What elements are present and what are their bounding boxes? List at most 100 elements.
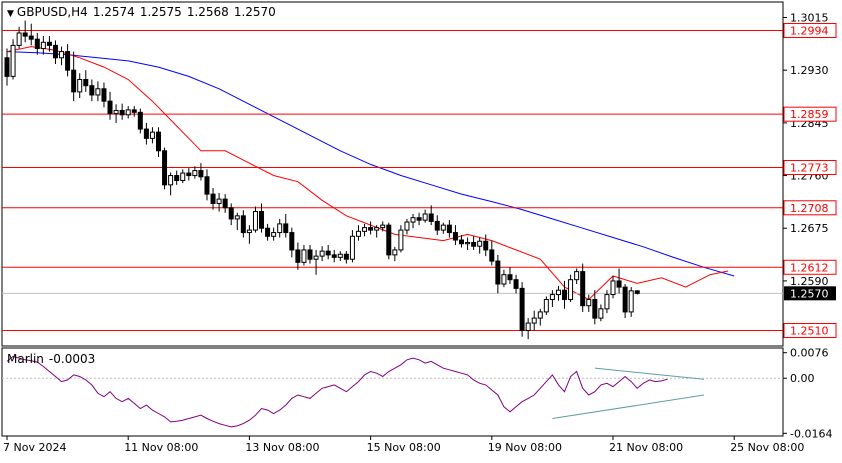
divergence-line: [552, 394, 704, 420]
candle: [404, 218, 410, 235]
candle: [440, 222, 446, 234]
candle: [337, 251, 343, 262]
bearish-candle-body: [28, 35, 34, 40]
bullish-candle-body: [301, 249, 307, 263]
bearish-candle-body: [46, 41, 52, 46]
bearish-candle-body: [174, 175, 180, 182]
candle: [477, 237, 483, 254]
bearish-candle-body: [295, 249, 301, 263]
indicator-value: -0.0003: [48, 352, 96, 366]
candle: [149, 127, 155, 144]
bullish-candle-body: [598, 308, 604, 319]
bullish-candle-body: [216, 198, 222, 204]
candle: [446, 220, 452, 238]
candle: [10, 39, 16, 80]
time-tick-label: 15 Nov 08:00: [367, 441, 441, 454]
candle: [295, 242, 301, 270]
candle: [186, 168, 192, 181]
bearish-candle-body: [471, 241, 477, 247]
bearish-candle-body: [240, 215, 246, 234]
bullish-candle-body: [16, 32, 22, 46]
bullish-candle-body: [555, 289, 561, 296]
bearish-candle-body: [83, 78, 89, 87]
candle: [634, 290, 640, 295]
bullish-candle-body: [180, 172, 186, 182]
bearish-candle-body: [489, 249, 495, 262]
candle: [531, 310, 537, 331]
bearish-candle-body: [259, 210, 265, 229]
candle: [246, 225, 252, 244]
oscillator-panel: 0.0076 0.00 -0.0164: [2, 347, 832, 440]
bullish-candle-body: [149, 131, 155, 139]
open-value: 1.2574: [92, 5, 135, 19]
candle: [95, 81, 101, 102]
oscillator-tick-label: 0.0076: [790, 347, 829, 360]
bearish-candle-body: [34, 38, 40, 49]
candle: [543, 296, 549, 316]
candle: [513, 274, 519, 294]
candle: [319, 246, 325, 262]
bearish-candle-body: [4, 57, 10, 77]
time-tick-label: 11 Nov 08:00: [124, 441, 198, 454]
candle: [525, 318, 531, 340]
candle: [168, 172, 174, 196]
bullish-candle-body: [574, 271, 580, 281]
bearish-candle-body: [434, 220, 440, 231]
candle: [555, 285, 561, 301]
bullish-candle-body: [252, 210, 258, 231]
bearish-candle-body: [386, 224, 392, 256]
triangle-down-icon[interactable]: ▼: [7, 9, 14, 19]
bearish-candle-body: [204, 176, 210, 195]
candle: [562, 280, 568, 309]
candle: [380, 221, 386, 232]
candle: [210, 187, 216, 210]
bearish-candle-body: [131, 109, 137, 113]
bullish-candle-body: [628, 290, 634, 313]
candle: [34, 32, 40, 55]
price-tick-label: 1.2590: [790, 275, 829, 288]
bearish-candle-body: [186, 172, 192, 177]
candlesticks: [4, 20, 640, 340]
level-label-box: [783, 200, 837, 216]
bullish-candle-body: [410, 217, 416, 223]
bullish-candle-body: [374, 227, 380, 231]
bearish-candle-body: [331, 254, 337, 258]
bullish-candle-body: [465, 241, 471, 245]
candle: [313, 249, 319, 275]
level-label-box: [783, 323, 837, 339]
candle: [386, 222, 392, 260]
candle: [471, 236, 477, 250]
bearish-candle-body: [507, 274, 513, 281]
bearish-candle-body: [89, 85, 95, 96]
bullish-candle-body: [246, 229, 252, 234]
bearish-candle-body: [198, 170, 204, 178]
bearish-candle-body: [162, 150, 168, 186]
chart-frames: [1, 1, 784, 437]
level-label: 1.2773: [790, 161, 829, 174]
bullish-candle-body: [234, 215, 240, 220]
bearish-candle-body: [513, 279, 519, 289]
bearish-candle-body: [289, 232, 295, 251]
bearish-candle-body: [622, 286, 628, 313]
bullish-candle-body: [537, 311, 543, 319]
last-price-box: [784, 286, 836, 301]
bullish-candle-body: [501, 274, 507, 285]
candle: [398, 225, 404, 253]
bearish-candle-body: [446, 224, 452, 234]
bullish-candle-body: [349, 235, 355, 260]
bullish-candle-body: [404, 221, 410, 231]
oscillator-tick-label: -0.0164: [790, 427, 832, 440]
oscillator-tick-label: 0.00: [790, 372, 815, 385]
bullish-candle-body: [398, 229, 404, 251]
bearish-candle-body: [519, 287, 525, 332]
last-price-label: 1.2570: [790, 287, 829, 300]
bullish-candle-body: [362, 227, 368, 232]
candle: [283, 213, 289, 238]
candle: [52, 40, 58, 64]
candle: [362, 223, 368, 237]
bearish-candle-body: [228, 207, 234, 220]
candle: [125, 106, 131, 119]
candle: [598, 304, 604, 322]
